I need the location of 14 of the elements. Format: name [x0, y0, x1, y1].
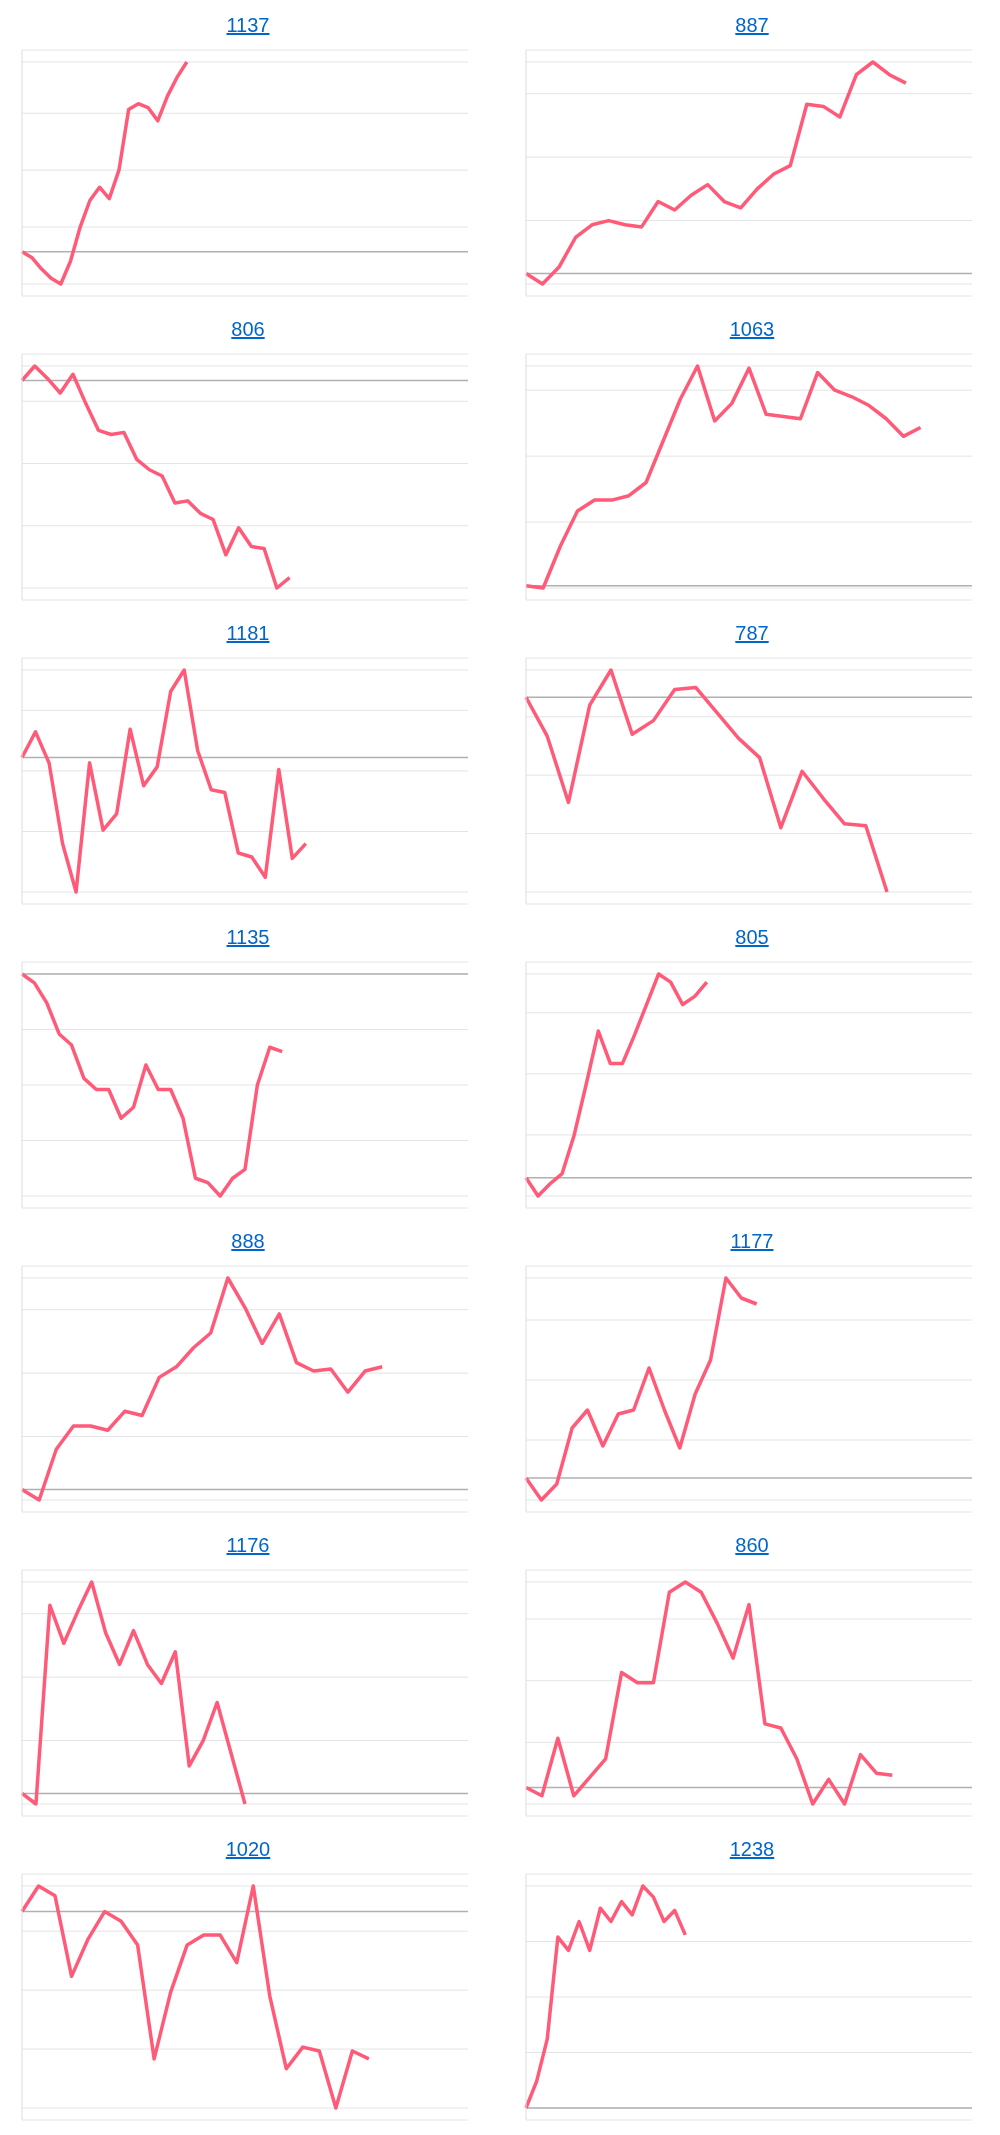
chart-title: 1063 — [728, 317, 776, 342]
chart-title: 1176 — [225, 1533, 271, 1558]
chart-title: 1020 — [224, 1837, 272, 1862]
chart-title: 805 — [734, 925, 770, 950]
chart-title: 1238 — [728, 1837, 776, 1862]
chart-title: 1181 — [225, 621, 271, 646]
chart-title: 787 — [734, 621, 770, 646]
chart-title: 888 — [230, 1229, 266, 1254]
chart-title: 1137 — [225, 13, 271, 38]
chart-title: 1135 — [225, 925, 271, 950]
chart-title: 1177 — [729, 1229, 775, 1254]
chart-title: 806 — [230, 317, 266, 342]
chart-title: 887 — [734, 13, 770, 38]
chart-title: 860 — [734, 1533, 770, 1558]
